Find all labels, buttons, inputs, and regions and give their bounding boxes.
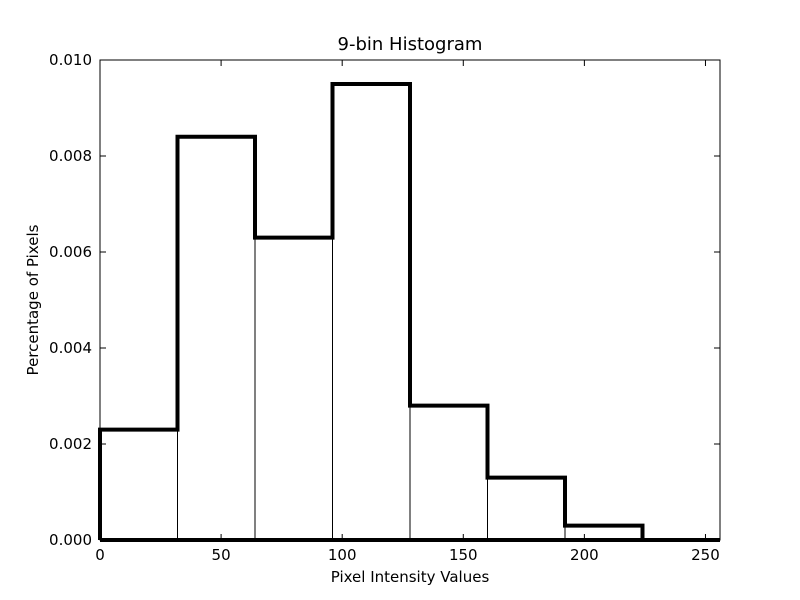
x-axis-label: Pixel Intensity Values: [330, 568, 490, 586]
histogram-bar: [487, 477, 566, 541]
histogram-bars: [98, 82, 720, 542]
y-tick-label: 0.008: [49, 147, 92, 165]
histogram-bar: [564, 525, 643, 541]
x-tick-label: 200: [570, 546, 599, 564]
x-tick-label: 150: [449, 546, 478, 564]
y-tick-label: 0.000: [49, 531, 92, 549]
chart-title: 9-bin Histogram: [337, 34, 483, 55]
histogram-step-outline: [98, 82, 720, 542]
histogram-bar: [99, 429, 178, 541]
histogram-bar: [177, 136, 256, 541]
x-tick-label: 250: [691, 546, 720, 564]
y-tick-label: 0.002: [49, 435, 92, 453]
plot-frame: [99, 59, 721, 541]
axis-ticks: 0 50 100 150 200 250 0.000 0.002 0.004 0.006 0.008…: [49, 51, 720, 564]
histogram-bar: [332, 83, 411, 541]
histogram-bar: [409, 405, 488, 541]
x-tick-label: 100: [328, 546, 357, 564]
histogram-bar: [254, 237, 333, 541]
x-tick-label: 0: [95, 546, 105, 564]
y-tick-label: 0.004: [49, 339, 92, 357]
y-tick-label: 0.010: [49, 51, 92, 69]
x-tick-label: 50: [212, 546, 231, 564]
y-tick-label: 0.006: [49, 243, 92, 261]
